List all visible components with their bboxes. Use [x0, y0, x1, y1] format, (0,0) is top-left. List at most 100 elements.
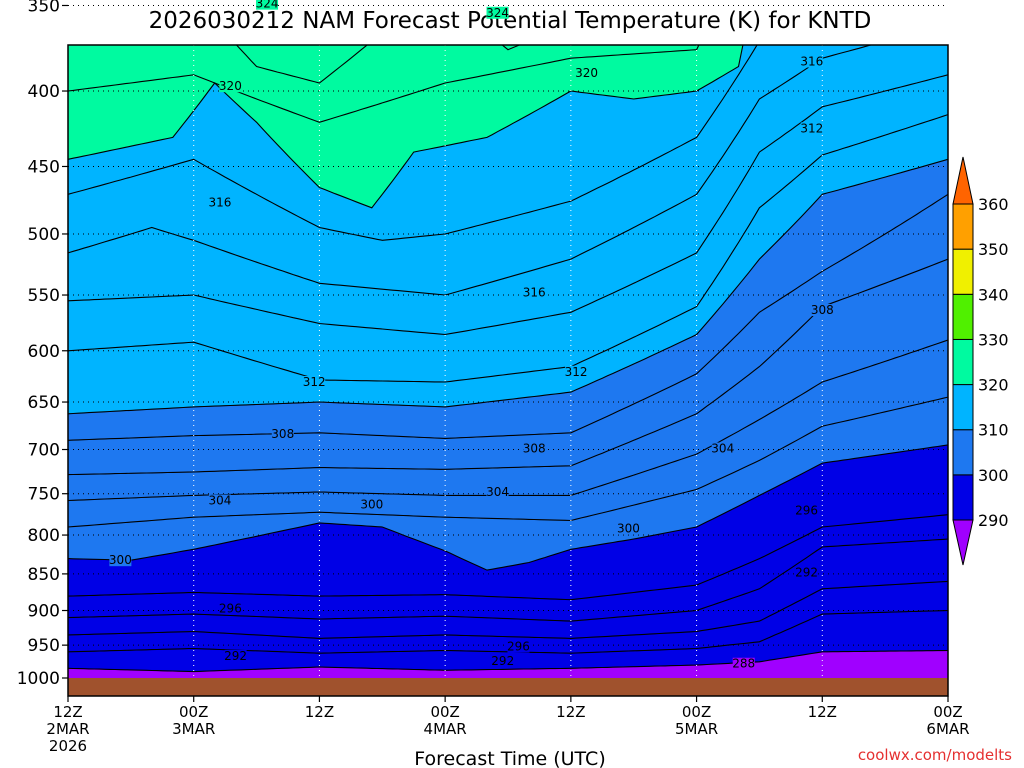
contour-label-bg-308-2 — [811, 303, 834, 316]
y-tick-label-600: 600 — [28, 342, 60, 362]
y-tick-label-750: 750 — [28, 485, 60, 505]
contour-label-320-1: 320 — [575, 66, 598, 80]
contour-label-324-0: 324 — [256, 0, 279, 11]
colorbar-segment-300 — [952, 429, 974, 476]
contour-label-bg-300-0 — [109, 554, 132, 567]
y-tick-label-650: 650 — [28, 393, 60, 413]
contour-label-bg-292-0 — [224, 649, 247, 662]
contour-label-316-0: 316 — [208, 195, 231, 209]
contour-label-312-2: 312 — [800, 121, 823, 135]
colorbar-segment-290 — [952, 474, 974, 521]
contour-label-320-0: 320 — [219, 79, 242, 93]
contour-label-bg-296-2 — [795, 504, 818, 517]
colorbar-segment-320 — [952, 338, 974, 386]
colorbar-top-arrow — [952, 156, 974, 205]
contour-label-bg-320-1 — [575, 67, 598, 80]
contour-label-296-0: 296 — [219, 601, 242, 615]
contour-label-bg-304-1 — [486, 486, 509, 499]
isentrope-324 — [235, 45, 521, 84]
x-tick-label-36-1: 4MAR — [424, 720, 467, 738]
colorbar-label-350: 350 — [978, 240, 1009, 259]
x-tick-label-0-1: 2MAR — [46, 720, 89, 738]
contour-label-bg-316-2 — [800, 55, 823, 68]
contour-label-bg-312-0 — [303, 376, 326, 389]
contour-label-bg-308-0 — [271, 427, 294, 440]
x-tick-label-60-1: 5MAR — [675, 720, 718, 738]
x-tick-label-84-0: 00Z — [933, 703, 962, 721]
colorbar-segment-350 — [952, 203, 974, 250]
y-tick-label-900: 900 — [28, 602, 60, 622]
colorbar-label-300: 300 — [978, 466, 1009, 485]
colorbar-segment-340 — [952, 248, 974, 295]
contour-label-bg-300-2 — [617, 522, 640, 535]
colorbar-label-310: 310 — [978, 421, 1009, 440]
contour-label-296-1: 296 — [507, 639, 530, 653]
contour-label-bg-296-1 — [507, 640, 530, 653]
contour-label-316-1: 316 — [523, 286, 546, 300]
contour-label-bg-324-1 — [486, 6, 509, 19]
contour-label-292-1: 292 — [491, 654, 514, 668]
contour-label-bg-316-0 — [208, 196, 231, 209]
y-tick-label-450: 450 — [28, 157, 60, 177]
fill-band-below-290 — [68, 650, 948, 678]
isentrope-296 — [68, 538, 948, 622]
contour-label-bg-320-0 — [219, 80, 242, 93]
contour-label-bg-324-0 — [256, 0, 279, 10]
contour-label-bg-308-1 — [523, 442, 546, 455]
colorbar-segment-310 — [952, 384, 974, 431]
contour-label-308-2: 308 — [811, 303, 834, 317]
x-tick-label-12-1: 3MAR — [172, 720, 215, 738]
isentrope-300 — [68, 444, 948, 571]
pressure-axis: 2503003504004505005506006507007508008509… — [17, 0, 68, 689]
colorbar-label-320: 320 — [978, 376, 1009, 395]
contour-label-296-2: 296 — [795, 504, 818, 518]
contour-label-bg-288-0 — [732, 657, 755, 670]
contour-label-312-0: 312 — [303, 375, 326, 389]
contour-label-bg-296-0 — [219, 602, 242, 615]
y-tick-label-950: 950 — [28, 636, 60, 656]
isentrope-306 — [68, 258, 948, 476]
contour-label-bg-292-2 — [795, 566, 818, 579]
credit-text: coolwx.com/modelts — [858, 746, 1012, 764]
fill-band-below-300 — [68, 444, 948, 678]
isentrope-312 — [68, 114, 948, 383]
contour-label-300-0: 300 — [109, 553, 132, 567]
y-tick-label-350: 350 — [28, 0, 60, 16]
isentrope-302 — [68, 396, 948, 528]
x-tick-label-72-0: 12Z — [808, 703, 837, 721]
contour-label-304-2: 304 — [711, 442, 734, 456]
contour-label-bg-300-1 — [360, 498, 383, 511]
colorbar-label-340: 340 — [978, 285, 1009, 304]
x-tick-label-60-0: 00Z — [682, 703, 711, 721]
contour-label-308-1: 308 — [523, 442, 546, 456]
colorbar-label-360: 360 — [978, 195, 1009, 214]
contour-label-292-0: 292 — [224, 649, 247, 663]
contour-label-bg-292-1 — [491, 655, 514, 668]
isentrope-314 — [68, 74, 948, 336]
contour-label-bg-316-1 — [523, 286, 546, 299]
potential-temperature-fills — [68, 45, 948, 678]
y-tick-label-700: 700 — [28, 441, 60, 461]
chart-title: 2026030212 NAM Forecast Potential Temper… — [149, 8, 872, 34]
y-tick-label-1000: 1000 — [17, 669, 60, 689]
contour-label-bg-312-2 — [800, 122, 823, 135]
x-tick-label-48-0: 12Z — [556, 703, 585, 721]
ground-surface — [68, 678, 948, 696]
colorbar-segment-330 — [952, 293, 974, 340]
contour-label-288-0: 288 — [732, 657, 755, 671]
y-tick-label-850: 850 — [28, 565, 60, 585]
isentrope-294 — [68, 580, 948, 639]
y-tick-label-400: 400 — [28, 82, 60, 102]
x-tick-label-0-0: 12Z — [53, 703, 82, 721]
plot-frame — [67, 44, 949, 697]
y-tick-label-500: 500 — [28, 225, 60, 245]
isentrope-290 — [68, 649, 948, 673]
colorbar: 290 300 310 320 330 340 350 360 — [952, 156, 1009, 566]
x-tick-label-84-1: 6MAR — [926, 720, 969, 738]
contour-label-304-0: 304 — [208, 494, 231, 508]
x-tick-label-24-0: 12Z — [305, 703, 334, 721]
isentrope-308 — [68, 193, 948, 441]
